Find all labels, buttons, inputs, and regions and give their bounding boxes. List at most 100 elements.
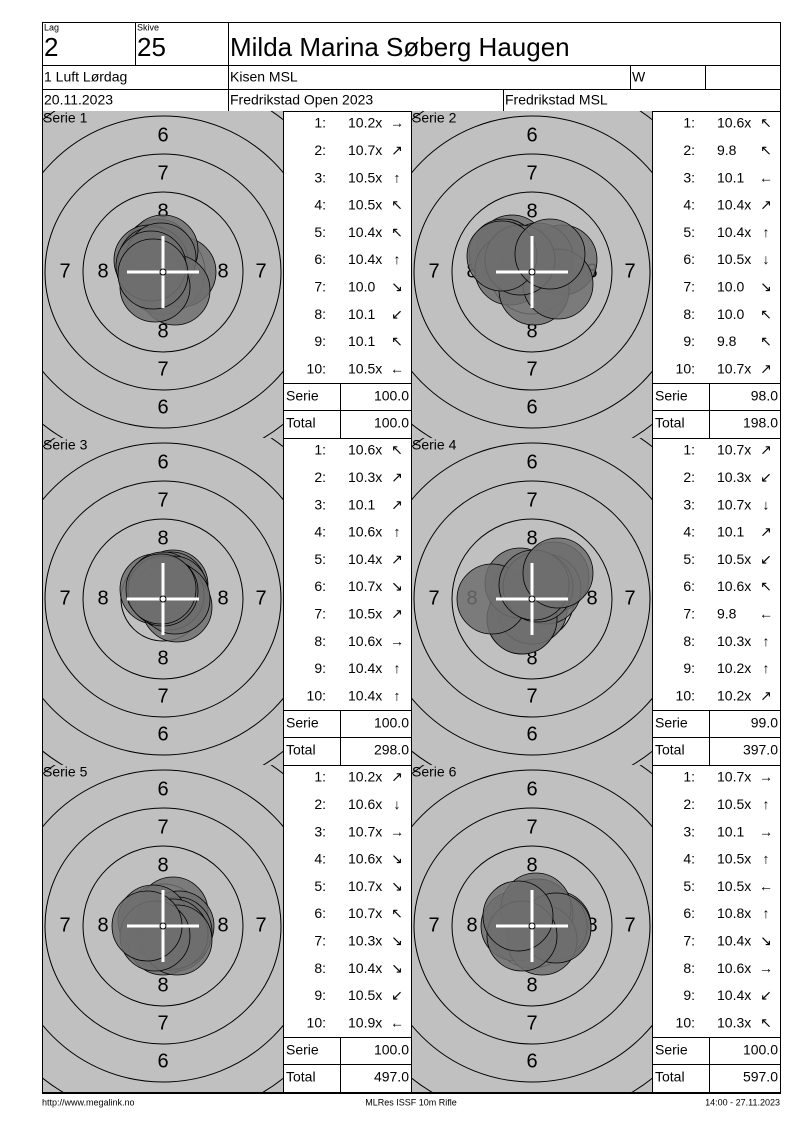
shot-direction: ↘ [391,878,403,894]
shot-score: 10.7x [348,878,382,894]
ring-label: 8 [157,527,168,549]
shot-score: 10.7x [348,142,382,158]
shot-number: 4: [314,524,326,540]
shot-score: 10.3x [348,933,382,949]
shot-direction: ↙ [760,987,772,1003]
shot-direction: ↑ [763,633,770,649]
footer-printed: 14:00 - 27.11.2023 [705,1097,780,1107]
shot-direction: ↘ [391,960,403,976]
shot-direction: ↖ [760,578,772,594]
shot-score: 10.7x [348,905,382,921]
shot-number: 2: [683,142,695,158]
skive: 25 [137,32,166,62]
shot-number: 4: [683,851,695,867]
ring [42,442,283,756]
ring-label: 8 [157,974,168,996]
ring-label: 8 [526,647,537,669]
shot-direction: → [759,960,773,976]
shot-number: 1: [683,442,695,458]
shot-number: 6: [314,905,326,921]
shot-score: 10.3x [717,633,751,649]
shot-direction: ↖ [391,333,403,349]
shot-direction: ↓ [763,251,770,267]
shot-number: 1: [683,769,695,785]
shot-direction: ← [390,360,404,376]
shot-direction: ← [759,606,773,622]
shot-direction: ↖ [391,224,403,240]
shot-direction: ↙ [391,987,403,1003]
shot-number: 9: [683,333,695,349]
shot-direction: ↖ [391,905,403,921]
shot-hole [514,218,586,290]
shot-number: 1: [314,769,326,785]
shot-direction: ↘ [760,933,772,949]
total-value: 100.0 [374,415,409,431]
ring-label: 8 [157,320,168,342]
shot-score: 10.6x [717,578,751,594]
shot-score: 10.5x [717,251,751,267]
shot-number: 8: [683,633,695,649]
shot-score: 10.2x [348,115,382,131]
shot-direction: ↑ [394,524,401,540]
shot-score: 10.9x [348,1014,382,1030]
event: Fredrikstad Open 2023 [230,92,373,108]
shot-score: 10.3x [348,469,382,485]
shot-score: 10.0 [717,279,744,295]
serie-value: 100.0 [374,1042,409,1058]
shot-score: 10.6x [348,796,382,812]
ring-label: 8 [217,587,228,609]
series-title: Serie 1 [43,110,88,126]
ring [451,518,613,680]
shot-score: 10.4x [348,224,382,240]
shot-number: 10: [676,1014,695,1030]
shot-number: 7: [314,933,326,949]
shot-score: 10.4x [348,251,382,267]
shot-score: 10.7x [348,578,382,594]
ring-label: 7 [428,587,439,609]
shot-direction: ↙ [760,469,772,485]
total-value: 597.0 [743,1069,778,1085]
shot-number: 8: [314,960,326,976]
shot-direction: → [759,769,773,785]
shot-score: 10.6x [348,442,382,458]
shot-hole [482,880,554,952]
shot-direction: ↗ [760,524,772,540]
total-label: Total [655,742,685,758]
series-title: Serie 3 [43,437,88,453]
shot-direction: ↖ [760,115,772,131]
shot-score: 10.4x [717,987,751,1003]
shot-number: 7: [683,606,695,622]
serie-value: 100.0 [374,388,409,404]
shot-direction: ↙ [760,551,772,567]
shot-number: 6: [683,578,695,594]
shot-direction: ↘ [391,851,403,867]
shot-number: 6: [683,251,695,267]
shot-number: 9: [683,660,695,676]
ring-label: 6 [157,396,168,418]
serie-value: 98.0 [751,388,778,404]
serie-value: 100.0 [743,1042,778,1058]
ring [451,191,613,353]
shot-score: 10.7x [348,823,382,839]
shot-score: 10.1 [717,169,744,185]
class: 1 Luft Lørdag [44,69,127,85]
ring-label: 7 [526,489,537,511]
shot-score: 10.1 [348,496,375,512]
shot-number: 10: [676,687,695,703]
shot-score: 9.8 [717,333,737,349]
shot-number: 2: [314,796,326,812]
center-dot [159,268,167,276]
ring-label: 8 [466,914,477,936]
shot-score: 10.1 [348,306,375,322]
center-dot [159,595,167,603]
ring-label: 7 [59,914,70,936]
ring-label: 7 [624,914,635,936]
shot-direction: → [390,115,404,131]
shot-direction: ↖ [391,442,403,458]
serie-label: Serie [655,715,688,731]
ring-label: 8 [97,587,108,609]
